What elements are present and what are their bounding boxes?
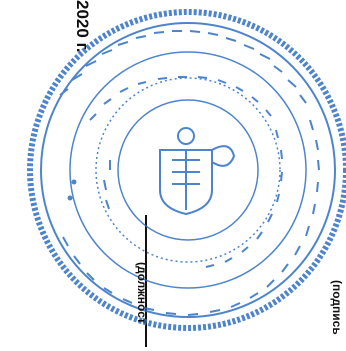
seal-lettering-marks — [59, 30, 320, 316]
official-seal — [27, 9, 346, 331]
seal-star-marks — [67, 179, 77, 201]
position-caption: (должност — [135, 262, 149, 324]
seal-outer-ring — [27, 9, 346, 331]
seal-ring-4 — [95, 77, 281, 263]
coat-of-arms-icon — [159, 127, 236, 216]
year-label: 2020 г. — [73, 0, 92, 53]
seal-ring-3 — [69, 51, 307, 289]
seal-ring-2 — [40, 22, 336, 318]
signature-caption: (подпись — [330, 280, 344, 335]
seal-inner-ring — [117, 99, 259, 241]
